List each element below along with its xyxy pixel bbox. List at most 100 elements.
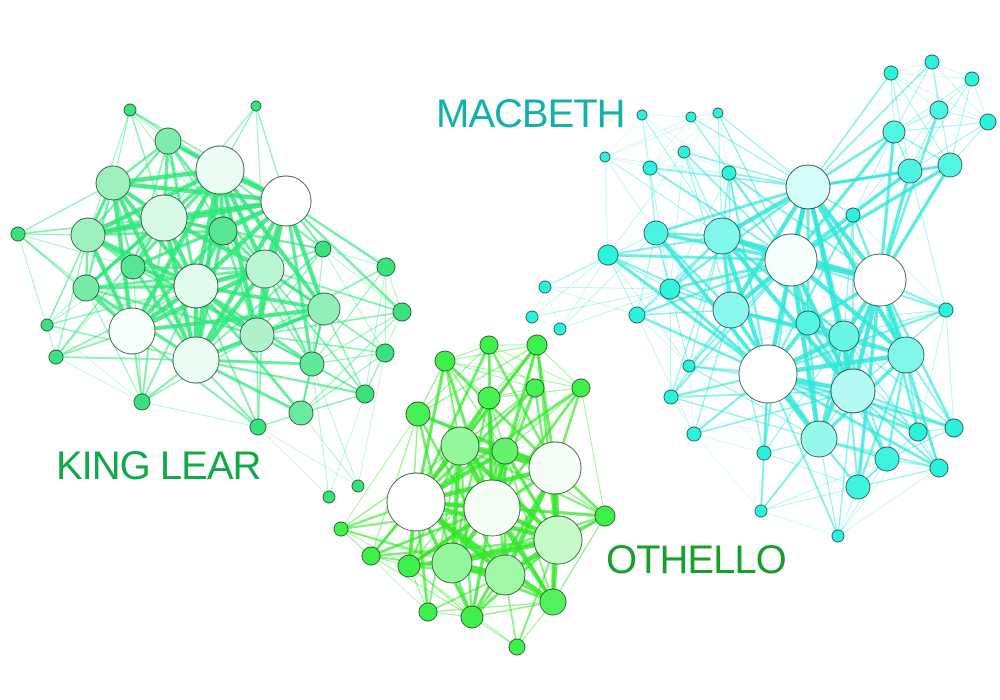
othello-node [528, 441, 582, 495]
macbeth-edge [909, 170, 947, 311]
othello-edge [416, 413, 507, 576]
macbeth-edge [760, 486, 859, 512]
king-lear-node [376, 257, 396, 277]
king-lear-node [154, 127, 182, 155]
king-lear-node [108, 307, 156, 355]
macbeth-node [677, 145, 691, 159]
king-lear-edge [257, 426, 359, 487]
macbeth-edge [636, 258, 792, 317]
king-lear-edge [17, 182, 114, 235]
king-lear-node [245, 249, 285, 289]
macbeth-edge [852, 131, 895, 216]
macbeth-edge [636, 314, 695, 435]
macbeth-edge [607, 254, 638, 316]
macbeth-node [659, 278, 681, 300]
othello-node [405, 401, 431, 427]
macbeth-edge [730, 308, 907, 357]
othello-edge [370, 555, 473, 618]
macbeth-edge [909, 121, 989, 172]
othello-label: OTHELLO [606, 538, 787, 582]
macbeth-edge [641, 114, 685, 153]
king-lear-node [299, 351, 325, 377]
macbeth-edge [607, 235, 723, 256]
macbeth-edge [790, 163, 951, 262]
macbeth-edge [843, 335, 955, 429]
othello-node [440, 426, 480, 466]
macbeth-edge [636, 235, 723, 316]
macbeth-node [795, 310, 821, 336]
macbeth-edge [837, 390, 854, 537]
king-lear-edge [311, 311, 403, 365]
macbeth-node [800, 420, 838, 458]
king-lear-edge [311, 363, 359, 487]
macbeth-node [636, 109, 648, 121]
king-lear-node [355, 384, 375, 404]
macbeth-edge [669, 288, 672, 398]
macbeth-edge [728, 172, 881, 281]
king-lear-edge [364, 266, 387, 395]
king-lear-node [173, 263, 219, 309]
macbeth-edge [856, 354, 908, 488]
macbeth-node [944, 418, 964, 438]
macbeth-edge [670, 259, 792, 398]
macbeth-edge [690, 116, 809, 188]
macbeth-edge [807, 309, 947, 324]
macbeth-label: MACBETH [436, 92, 626, 136]
macbeth-edge [893, 121, 989, 133]
othello-edge [427, 445, 461, 613]
macbeth-node [874, 446, 900, 472]
macbeth-node [845, 207, 861, 223]
king-lear-node [375, 343, 395, 363]
macbeth-edge [544, 286, 671, 290]
macbeth-node [628, 306, 646, 324]
othello-node [479, 335, 499, 355]
king-lear-node [249, 418, 267, 436]
macbeth-node [642, 160, 658, 176]
othello-edge [417, 344, 538, 415]
king-lear-edge [111, 182, 198, 361]
othello-edge [488, 344, 582, 389]
macbeth-edge [693, 433, 762, 512]
king-lear-edge [17, 233, 57, 358]
macbeth-node [756, 445, 772, 461]
macbeth-edge [604, 156, 730, 174]
othello-edge [471, 601, 554, 618]
macbeth-edge [649, 112, 719, 169]
king-lear-edge [328, 393, 366, 498]
othello-node [571, 378, 591, 398]
macbeth-edge [649, 116, 692, 169]
king-lear-edge [131, 306, 325, 334]
othello-node [460, 605, 484, 629]
macbeth-node [979, 113, 997, 131]
macbeth-edge [641, 114, 730, 174]
macbeth-edge [604, 112, 719, 158]
othello-node [418, 602, 438, 622]
macbeth-edge [893, 61, 933, 133]
king-lear-edge [311, 266, 387, 365]
king-lear-node [314, 240, 332, 258]
king-lear-edge [322, 248, 387, 268]
macbeth-edge [890, 72, 911, 172]
king-lear-node [48, 349, 64, 365]
macbeth-node [597, 244, 619, 266]
macbeth-edge [559, 254, 609, 330]
macbeth-node [685, 111, 697, 123]
macbeth-edge [670, 396, 820, 440]
macbeth-edge [604, 156, 651, 169]
king-lear-edge [264, 268, 403, 313]
othello-edge [340, 413, 419, 530]
king-lear-edge [195, 358, 366, 396]
othello-edge [552, 515, 606, 603]
macbeth-edge [843, 309, 947, 337]
king-lear-edge [264, 268, 366, 395]
othello-edge [444, 360, 506, 452]
king-lear-edge [46, 285, 197, 326]
othello-node [491, 437, 519, 465]
king-lear-edge [300, 412, 359, 487]
macbeth-node [938, 302, 954, 318]
macbeth-edge [693, 390, 854, 435]
macbeth-edge [544, 254, 609, 288]
macbeth-edge [683, 151, 730, 174]
macbeth-node [643, 220, 669, 246]
macbeth-edge [721, 234, 845, 338]
